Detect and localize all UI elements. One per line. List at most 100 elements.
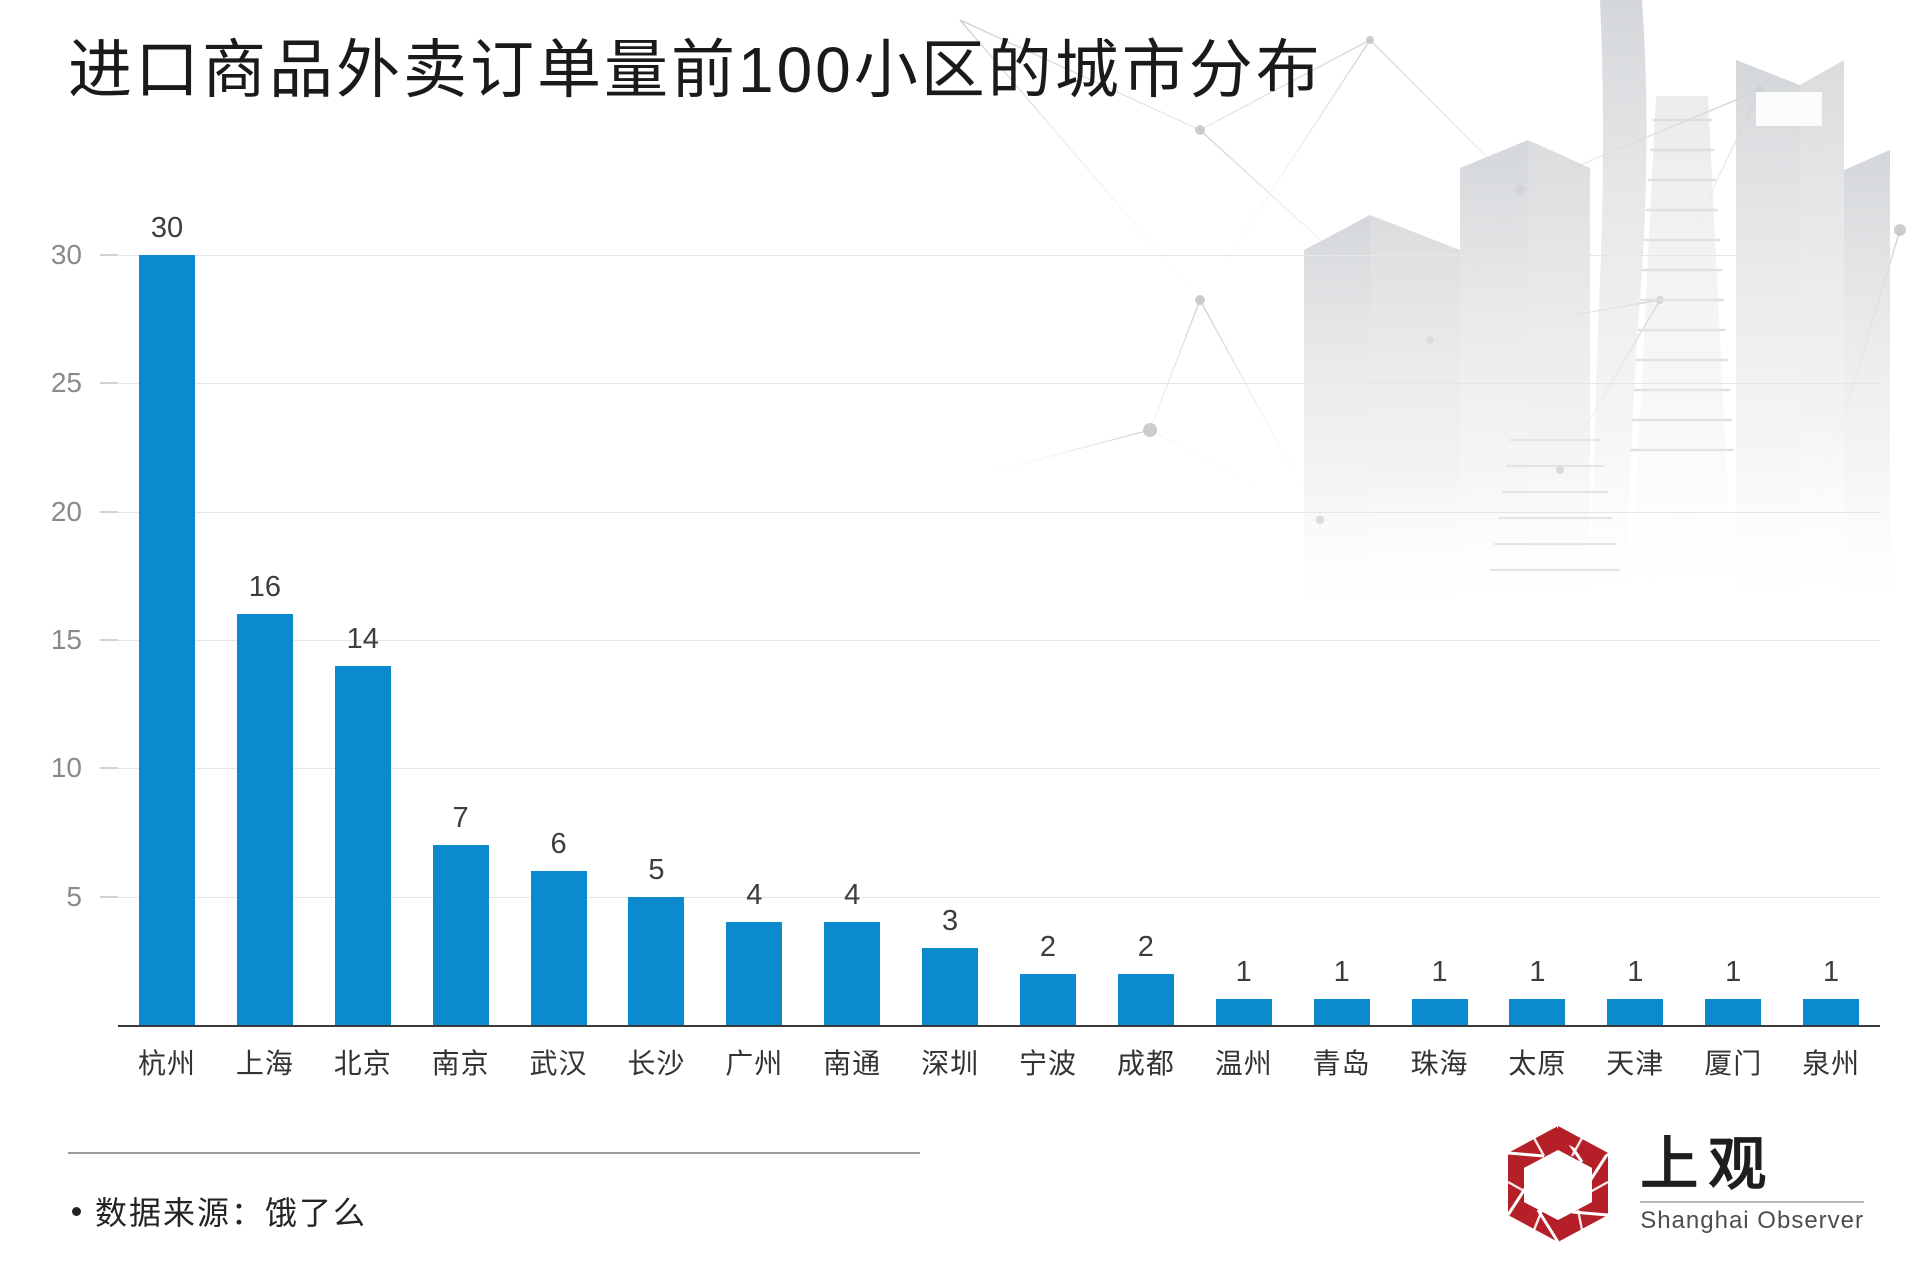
y-axis-label-5: 5 xyxy=(66,881,82,912)
x-axis-label: 厦门 xyxy=(1704,1048,1763,1079)
bar-slot[interactable]: 4 xyxy=(803,200,901,1025)
y-tick-mark-30 xyxy=(100,254,118,256)
y-axis-label-10: 10 xyxy=(50,752,82,783)
bar-rect[interactable] xyxy=(824,922,881,1025)
bar-rect[interactable] xyxy=(1313,999,1370,1025)
bar-rect[interactable] xyxy=(1215,999,1272,1025)
bar-slot[interactable]: 1 xyxy=(1488,200,1586,1025)
bar-value-label: 3 xyxy=(942,905,959,937)
bar-rect[interactable] xyxy=(138,255,195,1025)
bar-slot[interactable]: 3 xyxy=(901,200,999,1025)
x-axis-label: 上海 xyxy=(235,1048,294,1079)
bar-slot[interactable]: 2 xyxy=(1097,200,1195,1025)
y-tick-mark-10 xyxy=(100,767,118,769)
bar-slot[interactable]: 1 xyxy=(1684,200,1782,1025)
bar-value-label: 1 xyxy=(1431,956,1448,989)
brand-logo-text: 上观 Shanghai Observer xyxy=(1640,1135,1864,1233)
source-note: 数据来源：饿了么 xyxy=(72,1188,367,1234)
bar-value-label: 5 xyxy=(648,853,665,886)
bar-rect[interactable] xyxy=(1411,999,1468,1025)
bar-value-label: 1 xyxy=(1823,956,1840,989)
bar-rect[interactable] xyxy=(1509,999,1566,1025)
bar-rect[interactable] xyxy=(922,948,979,1025)
x-axis-label: 成都 xyxy=(1116,1048,1175,1079)
bar-rect[interactable] xyxy=(1607,999,1664,1025)
bar-slot[interactable]: 6 xyxy=(510,200,608,1025)
bar-rect[interactable] xyxy=(432,845,489,1025)
gridline-20 xyxy=(118,512,1880,513)
brand-name-cn: 上观 xyxy=(1640,1130,1777,1198)
bar-value-label: 6 xyxy=(550,828,567,860)
x-axis-label: 南京 xyxy=(431,1048,490,1079)
brand-logo-divider xyxy=(1640,1201,1864,1203)
bar-slot[interactable]: 4 xyxy=(705,200,803,1025)
bar-rect[interactable] xyxy=(1803,999,1860,1025)
bar-value-label: 16 xyxy=(248,571,281,604)
bar-rect[interactable] xyxy=(628,896,685,1025)
y-axis-label-15: 15 xyxy=(50,624,82,655)
bar-value-label: 1 xyxy=(1529,956,1546,989)
bar-rect[interactable] xyxy=(236,614,293,1025)
bar-slot[interactable]: 1 xyxy=(1782,200,1880,1025)
x-axis-line xyxy=(118,1025,1880,1027)
x-axis-label: 北京 xyxy=(333,1048,392,1079)
bullet-dot-icon xyxy=(72,1206,81,1216)
bar-slot[interactable]: 5 xyxy=(607,200,705,1025)
chart-title: 进口商品外卖订单量前100小区的城市分布 xyxy=(68,34,1323,106)
x-axis-label: 长沙 xyxy=(627,1048,686,1079)
bar-value-label: 7 xyxy=(452,802,469,835)
y-tick-mark-25 xyxy=(100,382,118,384)
bar-rect[interactable] xyxy=(726,922,783,1025)
bar-rect[interactable] xyxy=(1117,973,1174,1025)
bar-value-label: 2 xyxy=(1137,930,1154,963)
bar-value-label: 1 xyxy=(1725,956,1742,989)
x-axis-label: 温州 xyxy=(1214,1048,1273,1079)
y-tick-mark-15 xyxy=(100,639,118,641)
y-axis-label-20: 20 xyxy=(50,496,82,527)
bar-series: 30 16 14 7 6 5 4 4 3 2 2 1 1 1 1 1 1 1 xyxy=(118,200,1880,1025)
bar-value-label: 1 xyxy=(1333,956,1350,989)
x-axis-label: 武汉 xyxy=(529,1048,588,1079)
bar-slot[interactable]: 1 xyxy=(1195,200,1293,1025)
shanghai-observer-hexagon-logo-icon xyxy=(1506,1125,1610,1243)
bar-slot[interactable]: 16 xyxy=(216,200,314,1025)
chart-plot-area: 30 25 20 15 10 5 30 16 14 7 6 5 4 4 3 2 2 1 1 1 1 1 1 1 杭… xyxy=(0,200,1920,1079)
bar-value-label: 4 xyxy=(746,879,763,912)
bar-value-label: 14 xyxy=(346,622,379,655)
bar-rect[interactable] xyxy=(1019,973,1076,1025)
x-axis-label: 太原 xyxy=(1508,1048,1567,1079)
x-axis-label: 泉州 xyxy=(1802,1048,1861,1079)
x-axis-label: 广州 xyxy=(725,1048,784,1079)
x-axis-label: 杭州 xyxy=(137,1048,196,1079)
bar-value-label: 30 xyxy=(150,212,184,244)
x-axis-label: 南通 xyxy=(823,1048,882,1079)
y-tick-mark-20 xyxy=(100,511,118,513)
bar-value-label: 1 xyxy=(1235,956,1252,989)
y-axis-label-30: 30 xyxy=(50,239,82,270)
bar-rect[interactable] xyxy=(334,665,391,1025)
brand-logo: 上观 Shanghai Observer xyxy=(1494,1120,1864,1248)
bar-slot[interactable]: 2 xyxy=(999,200,1097,1025)
bar-slot[interactable]: 7 xyxy=(412,200,510,1025)
brand-name-en: Shanghai Observer xyxy=(1640,1207,1864,1234)
bar-slot[interactable]: 1 xyxy=(1293,200,1391,1025)
bar-value-label: 1 xyxy=(1627,956,1644,989)
bar-slot[interactable]: 1 xyxy=(1391,200,1489,1025)
bar-slot[interactable]: 1 xyxy=(1586,200,1684,1025)
y-axis-label-25: 25 xyxy=(50,367,82,398)
bar-rect[interactable] xyxy=(530,871,587,1025)
gridline-15 xyxy=(118,640,1880,641)
x-axis-label: 天津 xyxy=(1606,1048,1665,1079)
footer-divider xyxy=(68,1152,920,1154)
y-tick-mark-5 xyxy=(100,896,118,898)
x-axis-label: 深圳 xyxy=(921,1048,980,1079)
bar-slot[interactable]: 14 xyxy=(314,200,412,1025)
gridline-5 xyxy=(118,897,1880,898)
x-axis-label: 青岛 xyxy=(1312,1048,1371,1079)
gridline-25 xyxy=(118,383,1880,384)
bar-slot[interactable]: 30 xyxy=(118,200,216,1025)
bar-value-label: 4 xyxy=(844,879,861,912)
bar-rect[interactable] xyxy=(1705,999,1762,1025)
x-axis-labels: 杭州 上海 北京 南京 武汉 长沙 广州 南通 深圳 宁波 成都 温州 青岛 珠海 太原 天津 厦门 泉州 xyxy=(118,1042,1880,1082)
